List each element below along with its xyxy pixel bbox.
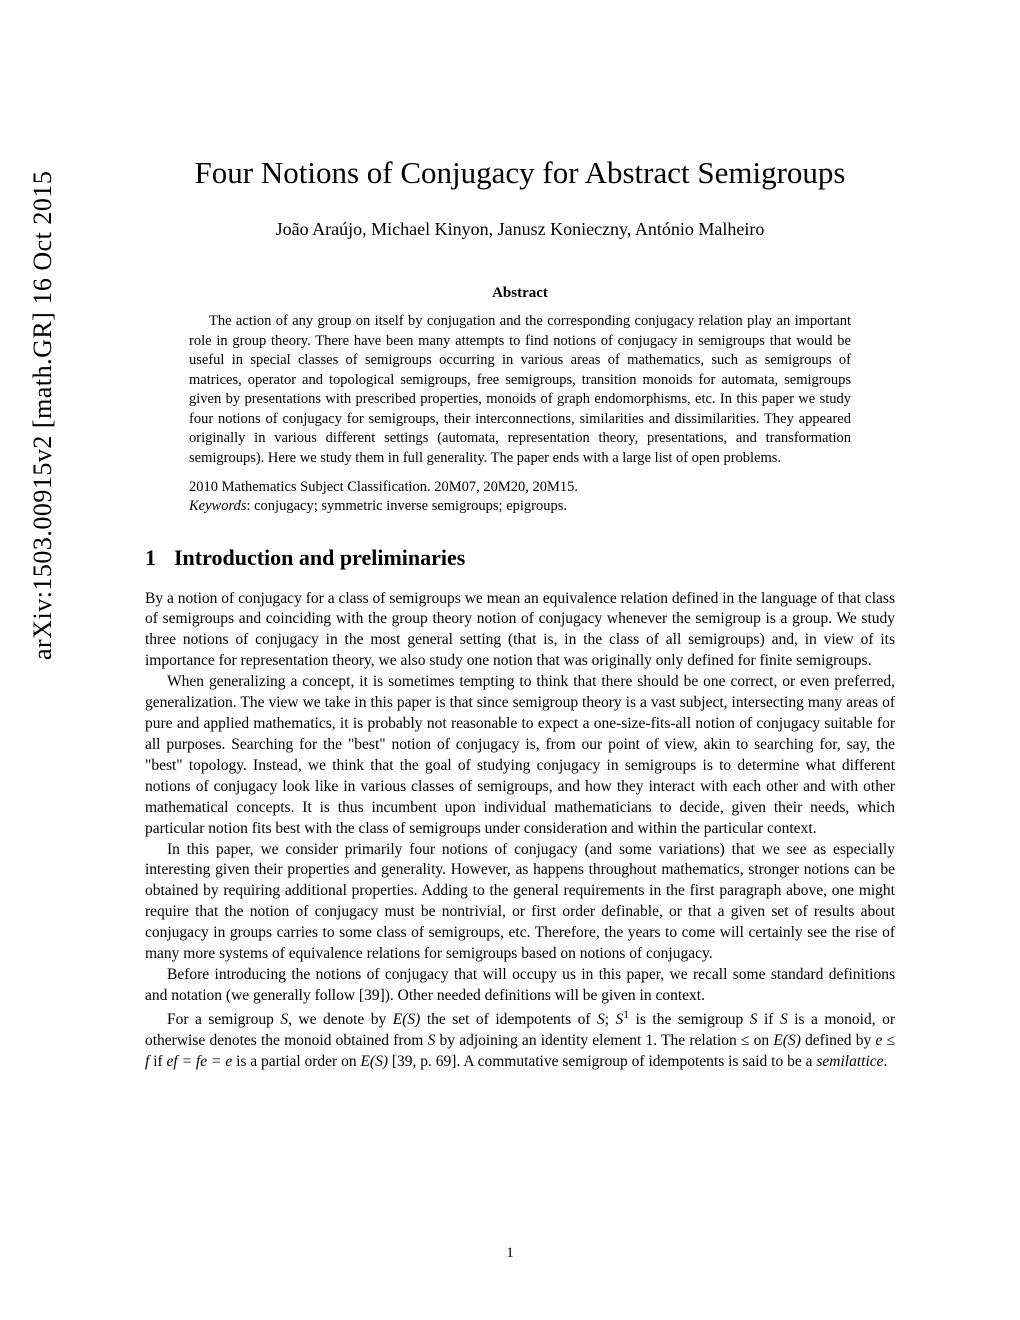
p5-text: if [149, 1053, 166, 1070]
p5-text: [39, p. 69]. A commutative semigroup of … [388, 1053, 816, 1070]
math-ES: E(S) [393, 1011, 421, 1028]
paragraph-2: When generalizing a concept, it is somet… [145, 672, 895, 839]
math-S: S [780, 1011, 788, 1028]
paragraph-3: In this paper, we consider primarily fou… [145, 840, 895, 966]
abstract-text: The action of any group on itself by con… [189, 312, 851, 469]
section-title: Introduction and preliminaries [174, 545, 465, 570]
p5-period: . [884, 1053, 888, 1070]
paper-title: Four Notions of Conjugacy for Abstract S… [145, 155, 895, 191]
abstract-body: The action of any group on itself by con… [145, 312, 895, 469]
p5-text: if [758, 1011, 780, 1028]
page-content: Four Notions of Conjugacy for Abstract S… [0, 0, 1020, 1073]
math-S: S [280, 1011, 288, 1028]
p5-text: , we denote by [288, 1011, 393, 1028]
msc-line: 2010 Mathematics Subject Classification.… [145, 479, 895, 496]
p5-text: by adjoining an identity element 1. The … [435, 1032, 773, 1049]
section-number: 1 [145, 545, 156, 570]
abstract-heading: Abstract [145, 285, 895, 302]
math-ES: E(S) [773, 1032, 801, 1049]
p5-text: For a semigroup [167, 1011, 280, 1028]
p5-text: defined by [801, 1032, 876, 1049]
p5-text: the set of idempotents of [420, 1011, 597, 1028]
paragraph-5: For a semigroup S, we denote by E(S) the… [145, 1007, 895, 1073]
arxiv-stamp: arXiv:1503.00915v2 [math.GR] 16 Oct 2015 [28, 171, 58, 660]
page-number: 1 [0, 1245, 1020, 1262]
math-eq: ef = fe = e [167, 1053, 233, 1070]
keywords-text: : conjugacy; symmetric inverse semigroup… [246, 498, 567, 514]
section-header: 1 Introduction and preliminaries [145, 545, 895, 571]
keywords-line: Keywords: conjugacy; symmetric inverse s… [145, 498, 895, 515]
semilattice-term: semilattice [816, 1053, 883, 1070]
p5-text: is a partial order on [232, 1053, 360, 1070]
keywords-label: Keywords [189, 498, 246, 514]
msc-label: 2010 Mathematics Subject Classification. [189, 479, 431, 495]
paragraph-4: Before introducing the notions of conjug… [145, 965, 895, 1007]
paragraph-1: By a notion of conjugacy for a class of … [145, 589, 895, 673]
math-ES: E(S) [360, 1053, 388, 1070]
paper-authors: João Araújo, Michael Kinyon, Janusz Koni… [145, 219, 895, 240]
body-text: By a notion of conjugacy for a class of … [145, 589, 895, 1073]
p5-text: is the semigroup [629, 1011, 750, 1028]
msc-codes: 20M07, 20M20, 20M15. [434, 479, 578, 495]
math-S: S [597, 1011, 605, 1028]
math-S: S [750, 1011, 758, 1028]
